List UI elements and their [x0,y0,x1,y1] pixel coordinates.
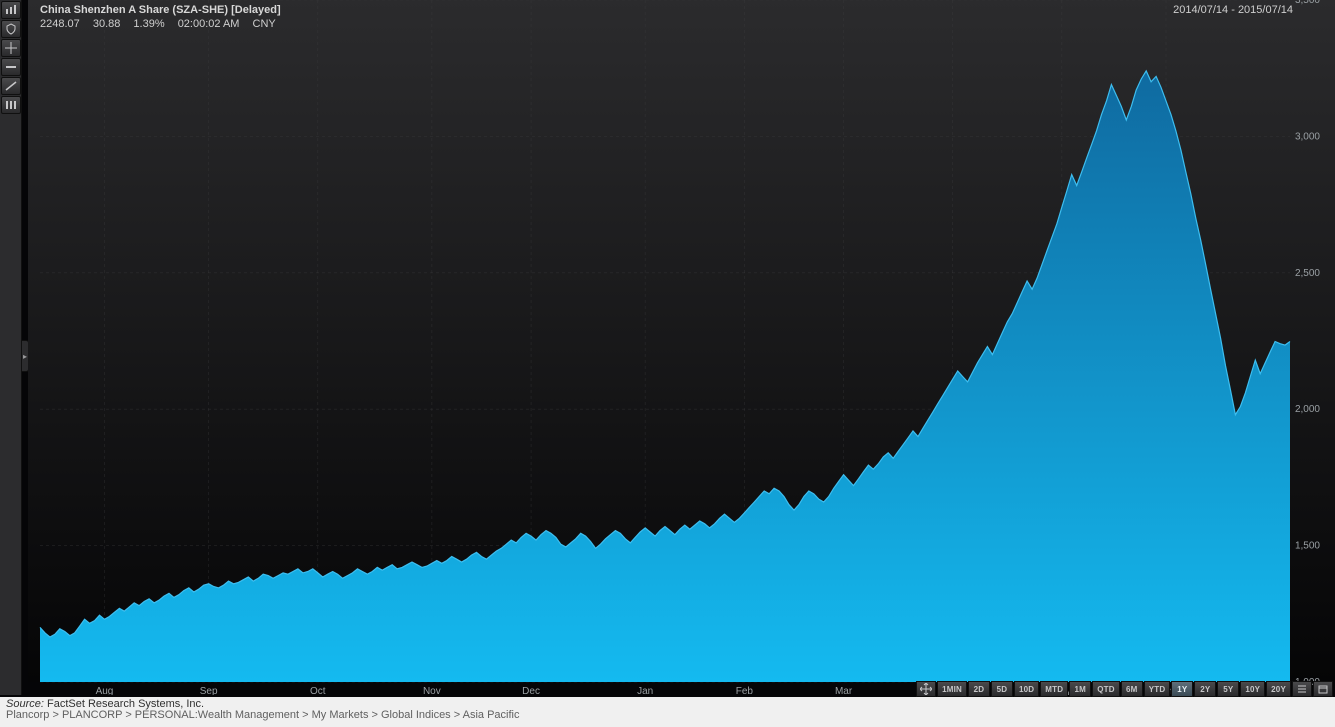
calendar-icon[interactable] [1313,681,1333,697]
svg-text:Feb: Feb [736,686,754,695]
shield-icon[interactable] [1,20,21,38]
range-1m[interactable]: 1M [1069,681,1091,697]
left-toolbar [0,0,22,695]
columns-icon[interactable] [1,96,21,114]
svg-text:Mar: Mar [835,686,853,695]
app-root: ▸ China Shenzhen A Share (SZA-SHE) [Dela… [0,0,1335,727]
svg-text:2,000: 2,000 [1295,404,1320,415]
range-10y[interactable]: 10Y [1240,681,1265,697]
range-qtd[interactable]: QTD [1092,681,1120,697]
move-icon[interactable] [916,681,936,697]
range-bar: 1MIN2D5D10DMTD1MQTD6MYTD1Y2Y5Y10Y20Y [916,681,1333,697]
chart-stats: 2248.07 30.88 1.39% 02:00:02 AM CNY [40,18,286,31]
svg-text:3,000: 3,000 [1295,131,1320,142]
footer: Source: FactSet Research Systems, Inc. P… [0,697,1335,727]
chart-container: China Shenzhen A Share (SZA-SHE) [Delaye… [28,0,1335,695]
breadcrumbs: Plancorp > PLANCORP > PERSONAL:Wealth Ma… [6,709,1329,721]
stat-time: 02:00:02 AM [178,18,240,30]
chart-type-icon[interactable] [1,1,21,19]
stat-last: 2248.07 [40,18,80,30]
chart-header: China Shenzhen A Share (SZA-SHE) [Delaye… [40,4,286,31]
svg-text:Oct: Oct [310,686,326,695]
chart-title: China Shenzhen A Share (SZA-SHE) [Delaye… [40,4,286,17]
svg-text:Dec: Dec [522,686,540,695]
svg-text:Nov: Nov [423,686,441,695]
range-1y[interactable]: 1Y [1171,681,1193,697]
price-chart: 1,0001,5002,0002,5003,0003,500AugSepOctN… [28,0,1335,695]
range-20y[interactable]: 20Y [1266,681,1291,697]
range-2y[interactable]: 2Y [1194,681,1216,697]
svg-text:1,500: 1,500 [1295,541,1320,552]
range-10d[interactable]: 10D [1014,681,1039,697]
date-range: 2014/07/14 - 2015/07/14 [1173,4,1293,16]
range-mtd[interactable]: MTD [1040,681,1068,697]
svg-text:Jan: Jan [637,686,653,695]
svg-text:Sep: Sep [200,686,218,695]
stat-change: 30.88 [93,18,121,30]
range-5y[interactable]: 5Y [1217,681,1239,697]
crosshair-icon[interactable] [1,39,21,57]
trend-icon[interactable] [1,77,21,95]
svg-text:2,500: 2,500 [1295,268,1320,279]
range-5d[interactable]: 5D [991,681,1013,697]
menu-icon[interactable] [1292,681,1312,697]
stat-currency: CNY [253,18,276,30]
stat-pct: 1.39% [133,18,164,30]
range-6m[interactable]: 6M [1121,681,1143,697]
range-ytd[interactable]: YTD [1144,681,1171,697]
range-2d[interactable]: 2D [968,681,990,697]
svg-text:3,500: 3,500 [1295,0,1320,6]
line-icon[interactable] [1,58,21,76]
range-1min[interactable]: 1MIN [937,681,967,697]
svg-text:Aug: Aug [96,686,114,695]
